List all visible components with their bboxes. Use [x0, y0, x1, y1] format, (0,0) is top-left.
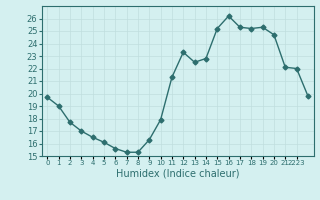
X-axis label: Humidex (Indice chaleur): Humidex (Indice chaleur) — [116, 169, 239, 179]
